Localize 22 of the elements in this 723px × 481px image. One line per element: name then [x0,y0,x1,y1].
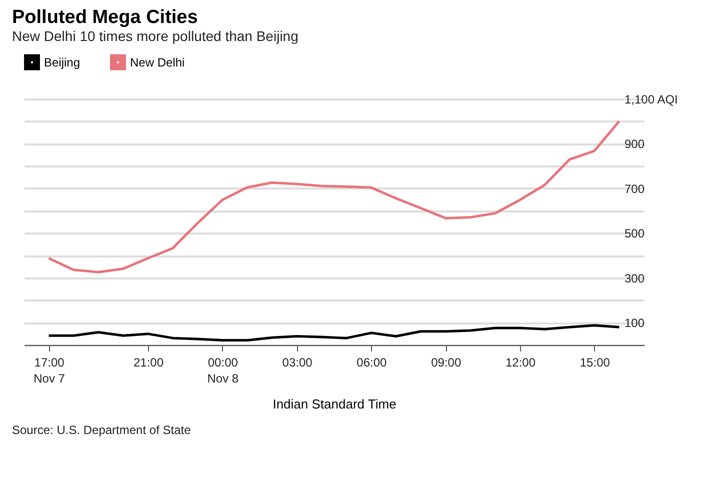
x-axis-title: Indian Standard Time [272,396,396,412]
line-series [48,120,620,274]
line-series [48,324,620,342]
y-tick-label: 900 [624,137,645,152]
y-tick-label: 300 [624,271,645,286]
source-note: Source: U.S. Department of State [12,423,192,437]
chart-subtitle: New Delhi 10 times more polluted than Beijing [12,28,298,44]
y-tick-label: 100 [624,316,645,330]
y-tick-label: 700 [624,182,645,196]
y-tick-label: 1,100 AQI [624,92,678,106]
legend-label: Beijing [44,55,80,70]
x-tick-label: 21:00 [133,356,164,370]
x-tick-label: 03:00 [282,356,313,370]
x-tick-label: 15:00 [580,356,610,370]
legend-label: New Delhi [130,55,185,70]
chart-title: Polluted Mega Cities [12,7,198,28]
x-tick-label: 06:00 [356,356,388,370]
y-tick-label: 500 [624,226,645,241]
x-tick-label: 00:00 Nov 8 [207,356,239,386]
x-tick-label: 12:00 [505,356,536,370]
x-tick-label: 17:00 Nov 7 [34,356,66,386]
x-tick-label: 09:00 [431,356,462,370]
